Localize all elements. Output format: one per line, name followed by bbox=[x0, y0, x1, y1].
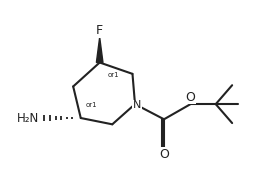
Text: H₂N: H₂N bbox=[17, 111, 39, 125]
Text: O: O bbox=[159, 148, 169, 161]
Text: F: F bbox=[96, 24, 103, 38]
Text: N: N bbox=[133, 100, 141, 110]
Polygon shape bbox=[96, 37, 103, 62]
Text: or1: or1 bbox=[107, 72, 119, 78]
Text: or1: or1 bbox=[86, 102, 97, 108]
Text: O: O bbox=[185, 91, 195, 104]
